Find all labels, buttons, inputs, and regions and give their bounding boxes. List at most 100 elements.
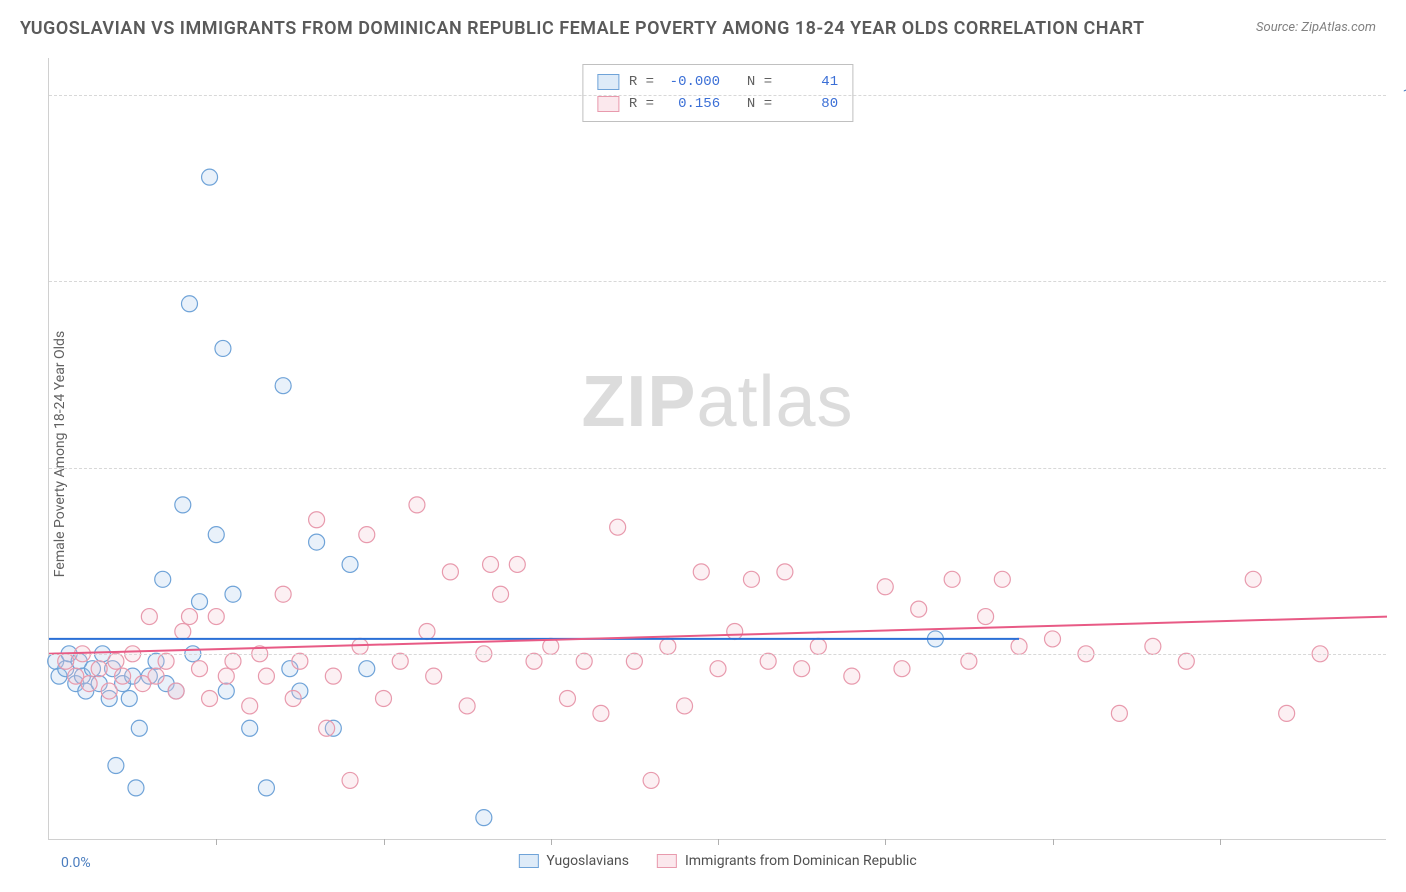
data-point	[760, 653, 776, 669]
data-point	[693, 564, 709, 580]
data-point	[359, 527, 375, 543]
data-point	[1178, 653, 1194, 669]
data-point	[794, 661, 810, 677]
r-value: 0.156	[664, 93, 720, 115]
gridline	[49, 468, 1386, 469]
data-point	[593, 705, 609, 721]
data-point	[175, 623, 191, 639]
data-point	[208, 527, 224, 543]
data-point	[242, 698, 258, 714]
data-point	[392, 653, 408, 669]
data-point	[108, 653, 124, 669]
x-tick	[384, 839, 385, 845]
n-value: 41	[782, 71, 838, 93]
x-tick	[885, 839, 886, 845]
legend-item: Yugoslavians	[518, 853, 629, 869]
n-label: N =	[730, 71, 772, 93]
data-point	[325, 668, 341, 684]
data-point	[409, 497, 425, 513]
legend-swatch	[597, 96, 619, 112]
data-point	[309, 512, 325, 528]
source-attribution: Source: ZipAtlas.com	[1256, 20, 1376, 35]
data-point	[894, 661, 910, 677]
data-point	[1279, 705, 1295, 721]
data-point	[242, 720, 258, 736]
data-point	[292, 653, 308, 669]
data-point	[710, 661, 726, 677]
data-point	[1145, 638, 1161, 654]
data-point	[91, 661, 107, 677]
data-point	[81, 676, 97, 692]
data-point	[1011, 638, 1027, 654]
r-label: R =	[629, 71, 654, 93]
data-point	[576, 653, 592, 669]
gridline	[49, 654, 1386, 655]
legend-label: Yugoslavians	[546, 853, 629, 869]
data-point	[677, 698, 693, 714]
data-point	[376, 690, 392, 706]
data-point	[426, 668, 442, 684]
x-tick	[1220, 839, 1221, 845]
data-point	[1111, 705, 1127, 721]
data-point	[777, 564, 793, 580]
n-label: N =	[730, 93, 772, 115]
x-tick	[1053, 839, 1054, 845]
data-point	[309, 534, 325, 550]
data-point	[148, 668, 164, 684]
data-point	[258, 780, 274, 796]
r-label: R =	[629, 93, 654, 115]
data-point	[225, 653, 241, 669]
data-point	[275, 586, 291, 602]
data-point	[559, 690, 575, 706]
data-point	[419, 623, 435, 639]
chart-area: ZIPatlas R =-0.000 N =41R =0.156 N =80 0…	[48, 58, 1386, 840]
data-point	[352, 638, 368, 654]
data-point	[158, 653, 174, 669]
data-point	[626, 653, 642, 669]
r-value: -0.000	[664, 71, 720, 93]
data-point	[727, 623, 743, 639]
data-point	[258, 668, 274, 684]
data-point	[181, 609, 197, 625]
data-point	[225, 586, 241, 602]
data-point	[994, 571, 1010, 587]
data-point	[509, 556, 525, 572]
data-point	[202, 169, 218, 185]
data-point	[526, 653, 542, 669]
data-point	[192, 661, 208, 677]
legend-swatch	[597, 74, 619, 90]
data-point	[660, 638, 676, 654]
data-point	[202, 690, 218, 706]
data-point	[359, 661, 375, 677]
gridline	[49, 281, 1386, 282]
data-point	[643, 772, 659, 788]
data-point	[218, 683, 234, 699]
data-point	[342, 556, 358, 572]
data-point	[978, 609, 994, 625]
data-point	[1045, 631, 1061, 647]
data-point	[101, 683, 117, 699]
data-point	[743, 571, 759, 587]
data-point	[218, 668, 234, 684]
x-tick	[551, 839, 552, 845]
data-point	[459, 698, 475, 714]
legend-row: R = 0.156 N = 80	[597, 93, 838, 115]
data-point	[877, 579, 893, 595]
data-point	[275, 378, 291, 394]
scatter-plot	[49, 58, 1386, 839]
n-value: 80	[782, 93, 838, 115]
data-point	[128, 780, 144, 796]
data-point	[115, 668, 131, 684]
trend-line	[49, 617, 1387, 654]
data-point	[181, 296, 197, 312]
data-point	[342, 772, 358, 788]
data-point	[911, 601, 927, 617]
chart-title: YUGOSLAVIAN VS IMMIGRANTS FROM DOMINICAN…	[20, 18, 1145, 39]
data-point	[810, 638, 826, 654]
legend-swatch	[657, 854, 677, 868]
data-point	[319, 720, 335, 736]
x-tick	[718, 839, 719, 845]
correlation-legend: R = -0.000 N = 41 R = 0.156 N = 80	[582, 64, 853, 122]
x-tick	[216, 839, 217, 845]
data-point	[215, 340, 231, 356]
